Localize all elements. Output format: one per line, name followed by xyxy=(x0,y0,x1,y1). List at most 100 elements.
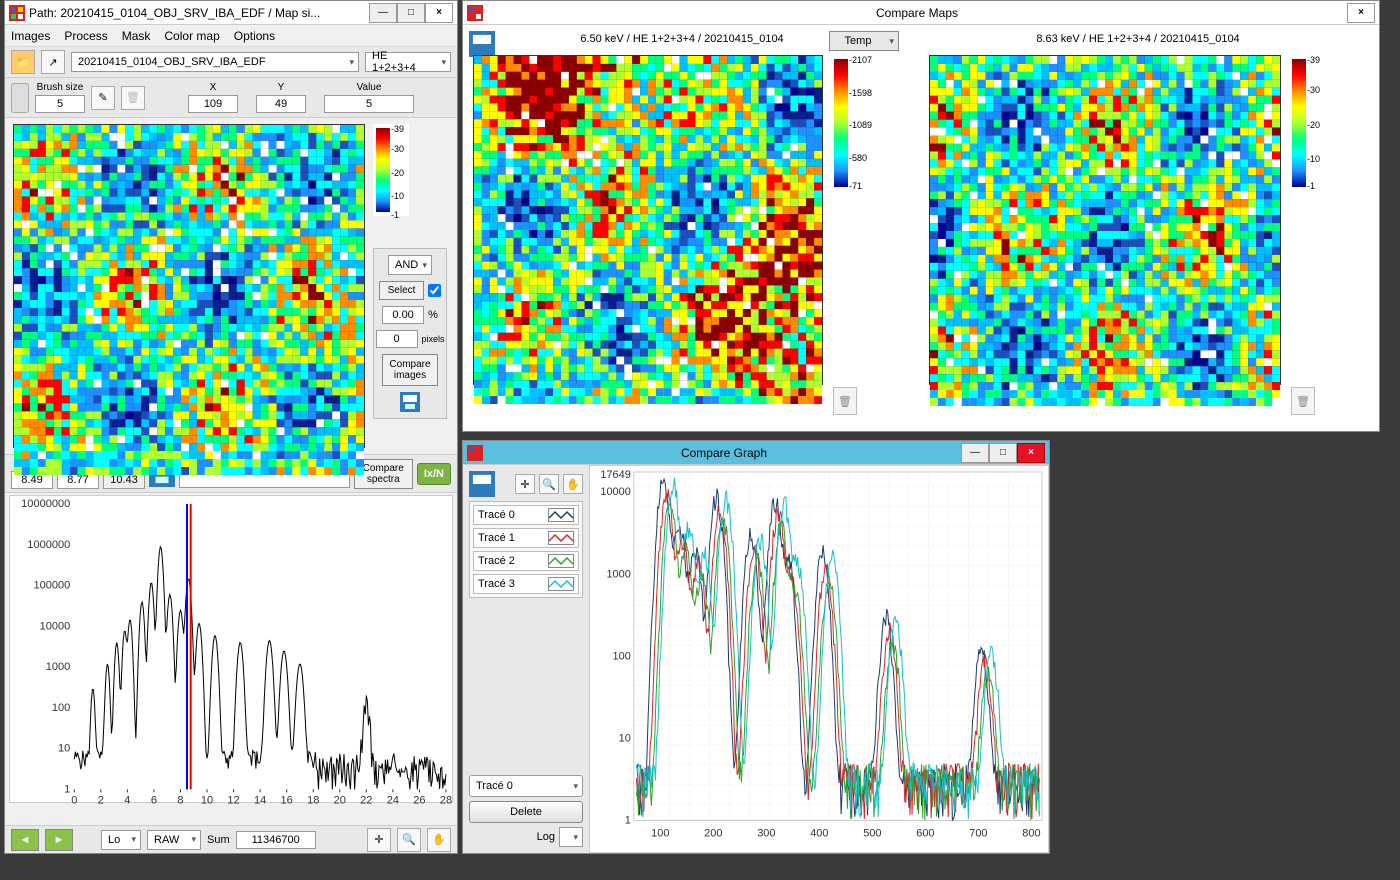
svg-text:10: 10 xyxy=(58,743,70,755)
pan-icon[interactable]: ✋ xyxy=(427,828,451,852)
menu-colormap[interactable]: Color map xyxy=(164,29,219,43)
compare-graph-titlebar[interactable]: Compare Graph — □ × xyxy=(463,441,1049,465)
mask-controls: AND Select % pixels Compare images xyxy=(373,248,447,419)
trace-select-dropdown[interactable]: Tracé 0 xyxy=(469,775,583,797)
colorbar-tick: -20 xyxy=(391,168,404,178)
mask-op-dropdown[interactable]: AND xyxy=(388,255,432,275)
save-mask-icon[interactable] xyxy=(400,392,420,412)
graph-crosshair-icon[interactable]: ✛ xyxy=(515,474,535,494)
x-input[interactable] xyxy=(188,95,238,113)
colorbar-tick: -1598 xyxy=(849,88,872,98)
trace-swatch-icon xyxy=(548,554,574,568)
lo-dropdown[interactable]: Lo xyxy=(101,830,141,850)
compare-maps-close-button[interactable]: × xyxy=(1347,3,1375,23)
svg-text:6: 6 xyxy=(151,794,157,805)
detector-dropdown[interactable]: HE 1+2+3+4 xyxy=(365,52,451,72)
raw-dropdown[interactable]: RAW xyxy=(147,830,201,850)
graph-minimize-button[interactable]: — xyxy=(961,443,989,463)
svg-text:8: 8 xyxy=(177,794,183,805)
map1-trash-icon[interactable]: 🗑 xyxy=(833,387,857,415)
trace-label: Tracé 0 xyxy=(478,509,515,521)
open-icon[interactable]: ↗ xyxy=(41,50,65,74)
percent-input[interactable] xyxy=(382,306,424,324)
colorbar-tick: -10 xyxy=(391,191,404,201)
trace-row-1[interactable]: Tracé 1 xyxy=(473,528,579,548)
main-titlebar[interactable]: Path: 20210415_0104_OBJ_SRV_IBA_EDF / Ma… xyxy=(5,1,457,25)
pixels-unit: pixels xyxy=(422,334,445,344)
svg-text:100: 100 xyxy=(52,702,70,714)
trace-swatch-icon xyxy=(548,531,574,545)
save-compare-maps-icon[interactable] xyxy=(469,31,495,57)
percent-unit: % xyxy=(428,309,438,321)
y-input[interactable] xyxy=(256,95,306,113)
trace-label: Tracé 1 xyxy=(478,532,515,544)
svg-text:1: 1 xyxy=(64,783,70,795)
trace-row-2[interactable]: Tracé 2 xyxy=(473,551,579,571)
value-input[interactable] xyxy=(324,95,414,113)
log-dropdown[interactable] xyxy=(559,827,583,847)
colorbar-tick: -30 xyxy=(1307,85,1320,95)
svg-text:14: 14 xyxy=(254,794,266,805)
select-checkbox[interactable] xyxy=(428,284,441,297)
map2-canvas[interactable] xyxy=(929,55,1281,385)
path-dropdown[interactable]: 20210415_0104_OBJ_SRV_IBA_EDF xyxy=(71,52,359,72)
path-toolbar: 📁 ↗ 20210415_0104_OBJ_SRV_IBA_EDF HE 1+2… xyxy=(5,47,457,78)
delete-trace-button[interactable]: Delete xyxy=(469,801,583,823)
trace-row-0[interactable]: Tracé 0 xyxy=(473,505,579,525)
pencil-icon[interactable]: ✎ xyxy=(91,86,115,110)
brush-size-input[interactable] xyxy=(35,95,85,113)
colorbar-tick: -39 xyxy=(1307,55,1320,65)
graph-close-button[interactable]: × xyxy=(1017,443,1045,463)
pixels-input[interactable] xyxy=(376,330,418,348)
menu-bar: Images Process Mask Color map Options xyxy=(5,25,457,47)
folder-icon[interactable]: 📁 xyxy=(11,50,35,74)
compare-images-button[interactable]: Compare images xyxy=(382,354,437,386)
trace-label: Tracé 2 xyxy=(478,555,515,567)
prev-arrow-button[interactable]: ◄ xyxy=(11,829,39,851)
menu-process[interactable]: Process xyxy=(64,29,107,43)
menu-images[interactable]: Images xyxy=(11,29,50,43)
next-arrow-button[interactable]: ► xyxy=(45,829,73,851)
svg-text:18: 18 xyxy=(307,794,319,805)
svg-text:1000000: 1000000 xyxy=(27,539,70,551)
colorbar-tick: -580 xyxy=(849,153,867,163)
map1-colorbar: -2107 -1598 -1089 -580 -71 xyxy=(831,55,867,191)
compare-maps-titlebar[interactable]: Compare Maps × xyxy=(463,1,1379,25)
save-graph-icon[interactable] xyxy=(469,471,495,497)
ixn-button[interactable]: Ix/N xyxy=(417,463,451,485)
graph-zoom-icon[interactable]: 🔍 xyxy=(539,474,559,494)
crosshair-icon[interactable]: ✛ xyxy=(367,828,391,852)
graph-maximize-button[interactable]: □ xyxy=(989,443,1017,463)
brush-control-icon[interactable] xyxy=(11,83,29,113)
svg-text:28: 28 xyxy=(440,794,452,805)
trace-row-3[interactable]: Tracé 3 xyxy=(473,574,579,594)
graph-sidebar: ✛ 🔍 ✋ Tracé 0 Tracé 1 Tracé 2 Tra xyxy=(463,465,589,853)
colorbar-tick: -20 xyxy=(1307,120,1320,130)
map2-colorbar: -39 -30 -20 -10 -1 xyxy=(1289,55,1325,191)
main-map-canvas[interactable] xyxy=(13,124,365,448)
compare-graph-plot[interactable]: 17649100001000100101 1002003004005006007… xyxy=(589,465,1049,853)
maximize-button[interactable]: □ xyxy=(397,3,425,23)
map2-trash-icon[interactable]: 🗑 xyxy=(1291,387,1315,415)
eraser-icon[interactable]: 🗑 xyxy=(121,86,145,110)
value-label: Value xyxy=(357,82,382,93)
svg-text:4: 4 xyxy=(124,794,130,805)
zoom-icon[interactable]: 🔍 xyxy=(397,828,421,852)
compare-maps-title: Compare Maps xyxy=(487,6,1347,20)
close-button[interactable]: × xyxy=(425,3,453,23)
svg-text:1000: 1000 xyxy=(46,661,71,673)
graph-pan-icon[interactable]: ✋ xyxy=(563,474,583,494)
map1-title: 6.50 keV / HE 1+2+3+4 / 20210415_0104 xyxy=(507,33,857,45)
select-button[interactable]: Select xyxy=(379,281,425,300)
trace-legend: Tracé 0 Tracé 1 Tracé 2 Tracé 3 xyxy=(469,501,583,598)
svg-text:16: 16 xyxy=(281,794,293,805)
trace-swatch-icon xyxy=(548,577,574,591)
main-window: Path: 20210415_0104_OBJ_SRV_IBA_EDF / Ma… xyxy=(4,0,458,854)
menu-options[interactable]: Options xyxy=(234,29,275,43)
map1-canvas[interactable] xyxy=(473,55,823,385)
app-icon xyxy=(467,445,483,461)
svg-text:22: 22 xyxy=(360,794,372,805)
menu-mask[interactable]: Mask xyxy=(122,29,151,43)
minimize-button[interactable]: — xyxy=(369,3,397,23)
spectrum-plot[interactable]: 100000001000000100000100001000100101 024… xyxy=(9,495,453,803)
